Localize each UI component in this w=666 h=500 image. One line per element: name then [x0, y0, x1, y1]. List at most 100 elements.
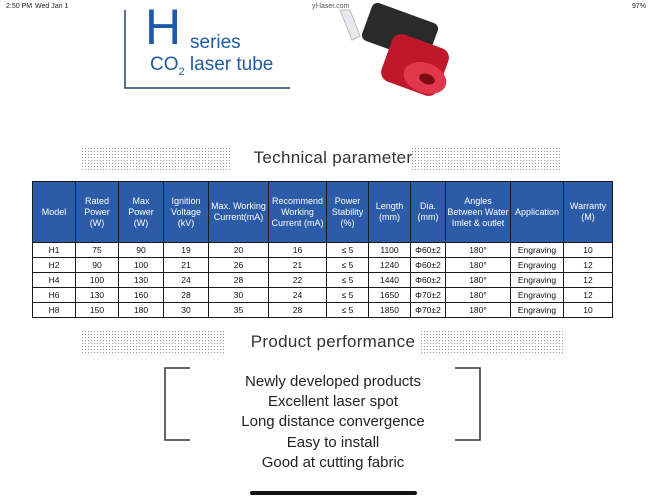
- table-cell: ≤ 5: [326, 302, 369, 318]
- table-cell: 180: [118, 302, 164, 318]
- table-row: H1 75 90 19 20 16 ≤ 5 1100 Φ60±2 180° Engraving 10: [32, 242, 613, 258]
- performance-item: Excellent laser spot: [267, 393, 399, 411]
- laser-tube-image: [339, 2, 449, 96]
- table-cell: Engraving: [510, 272, 564, 288]
- dot-pattern: [80, 146, 230, 172]
- header-cell: Model: [32, 181, 76, 243]
- table-cell: 150: [75, 302, 119, 318]
- table-cell: 12: [563, 272, 613, 288]
- performance-item: Long distance convergence: [241, 413, 425, 431]
- table-cell: 12: [563, 287, 613, 303]
- table-cell: 160: [118, 287, 164, 303]
- table-cell: 30: [208, 287, 269, 303]
- table-cell: 180°: [445, 272, 511, 288]
- performance-item: Newly developed products: [245, 373, 421, 390]
- table-cell: Engraving: [510, 302, 564, 318]
- table-cell: 12: [563, 257, 613, 273]
- table-cell: H2: [32, 257, 76, 273]
- table-cell: Φ70±2: [410, 302, 446, 318]
- table-cell: 19: [163, 242, 209, 258]
- table-cell: 26: [208, 257, 269, 273]
- performance-list: Newly developed products Excellent laser …: [0, 372, 666, 473]
- date: Wed Jan 1: [35, 3, 69, 10]
- header-cell: Application: [510, 181, 564, 243]
- table-cell: 24: [268, 287, 327, 303]
- table-cell: Φ60±2: [410, 257, 446, 273]
- header-cell: Length (mm): [368, 181, 411, 243]
- table-cell: 180°: [445, 302, 511, 318]
- section-title: Technical parameter: [253, 148, 413, 167]
- list-bracket: [164, 367, 481, 441]
- table-cell: 180°: [445, 257, 511, 273]
- performance-item: Good at cutting fabric: [261, 453, 405, 471]
- table-row: H8 150 180 30 35 28 ≤ 5 1850 Φ70±2 180° Engraving 1…: [32, 302, 613, 318]
- table-cell: 16: [268, 242, 327, 258]
- hero-series: series: [190, 32, 241, 53]
- header-cell: Max Power (W): [118, 181, 164, 243]
- text: CO: [150, 54, 179, 75]
- table-cell: 21: [163, 257, 209, 273]
- hero-product: CO2 laser tube: [150, 54, 273, 78]
- table-cell: Engraving: [510, 287, 564, 303]
- status-bar: 2:50 PM Wed Jan 1 yl-laser.com 97%: [0, 0, 666, 14]
- table-cell: 130: [118, 272, 164, 288]
- header-cell: Ignition Voltage (kV): [163, 181, 209, 243]
- table-cell: 28: [268, 302, 327, 318]
- header-cell: Power Stability (%): [326, 181, 369, 243]
- subscript: 2: [178, 65, 185, 78]
- table-cell: 28: [163, 287, 209, 303]
- spec-table: Model Rated Power (W) Max Power (W) Ignitio…: [32, 181, 613, 318]
- table-cell: H8: [32, 302, 76, 318]
- dot-pattern: [420, 329, 565, 355]
- performance-item: Easy to install: [286, 433, 380, 451]
- table-cell: 20: [208, 242, 269, 258]
- table-cell: 100: [75, 272, 119, 288]
- table-cell: 130: [75, 287, 119, 303]
- table-cell: Φ70±2: [410, 287, 446, 303]
- time: 2:50 PM: [6, 3, 33, 10]
- header-cell: Warranty (M): [563, 181, 613, 243]
- table-cell: 22: [268, 272, 327, 288]
- table-cell: ≤ 5: [326, 287, 369, 303]
- table-cell: 24: [163, 272, 209, 288]
- table-cell: 1240: [368, 257, 411, 273]
- header-cell: Recommend Working Current (mA): [268, 181, 327, 243]
- header-cell: Rated Power (W): [75, 181, 119, 243]
- home-indicator: [250, 491, 417, 495]
- battery: 97%: [632, 3, 647, 10]
- header-cell: Dia. (mm): [410, 181, 446, 243]
- table-cell: Φ60±2: [410, 272, 446, 288]
- header-cell: Max. Working Current(mA): [208, 181, 269, 243]
- table-cell: Φ60±2: [410, 242, 446, 258]
- header-cell: Angles Between Water Imlet & outlet: [445, 181, 511, 243]
- table-row: H4 100 130 24 28 22 ≤ 5 1440 Φ60±2 180° Engraving 1…: [32, 272, 613, 288]
- table-cell: ≤ 5: [326, 272, 369, 288]
- table-cell: H4: [32, 272, 76, 288]
- table-cell: ≤ 5: [326, 257, 369, 273]
- table-cell: H6: [32, 287, 76, 303]
- table-cell: 10: [563, 242, 613, 258]
- table-cell: 10: [563, 302, 613, 318]
- table-cell: 1650: [368, 287, 411, 303]
- table-cell: Engraving: [510, 242, 564, 258]
- table-cell: 1100: [368, 242, 411, 258]
- table-row: H2 90 100 21 26 21 ≤ 5 1240 Φ60±2 180° Engraving 12: [32, 257, 613, 273]
- table-cell: 180°: [445, 287, 511, 303]
- dot-pattern: [80, 329, 225, 355]
- table-cell: 90: [118, 242, 164, 258]
- hero-letter: H: [145, 0, 182, 55]
- section-title: Product performance: [250, 332, 416, 351]
- table-cell: 21: [268, 257, 327, 273]
- table-cell: H1: [32, 242, 76, 258]
- url: yl-laser.com: [312, 3, 350, 10]
- text: laser tube: [184, 54, 274, 75]
- dot-pattern: [410, 146, 560, 172]
- table-cell: 100: [118, 257, 164, 273]
- table-cell: 28: [208, 272, 269, 288]
- hero-frame: [124, 10, 290, 89]
- table-cell: Engraving: [510, 257, 564, 273]
- table-cell: 180°: [445, 242, 511, 258]
- table-cell: 35: [208, 302, 269, 318]
- table-cell: 75: [75, 242, 119, 258]
